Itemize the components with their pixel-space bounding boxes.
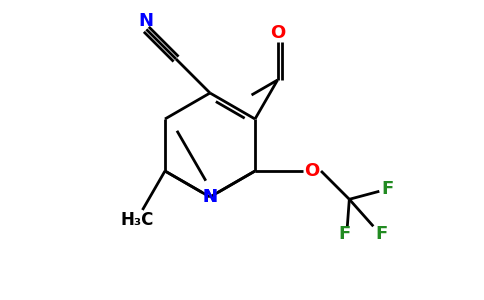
Text: O: O (270, 24, 285, 42)
Text: F: F (381, 180, 393, 198)
Text: N: N (139, 12, 154, 30)
Text: H₃C: H₃C (121, 211, 154, 229)
Text: O: O (304, 162, 319, 180)
Text: F: F (338, 225, 350, 243)
Text: N: N (202, 188, 217, 206)
Text: N: N (202, 188, 217, 206)
Text: F: F (375, 225, 388, 243)
